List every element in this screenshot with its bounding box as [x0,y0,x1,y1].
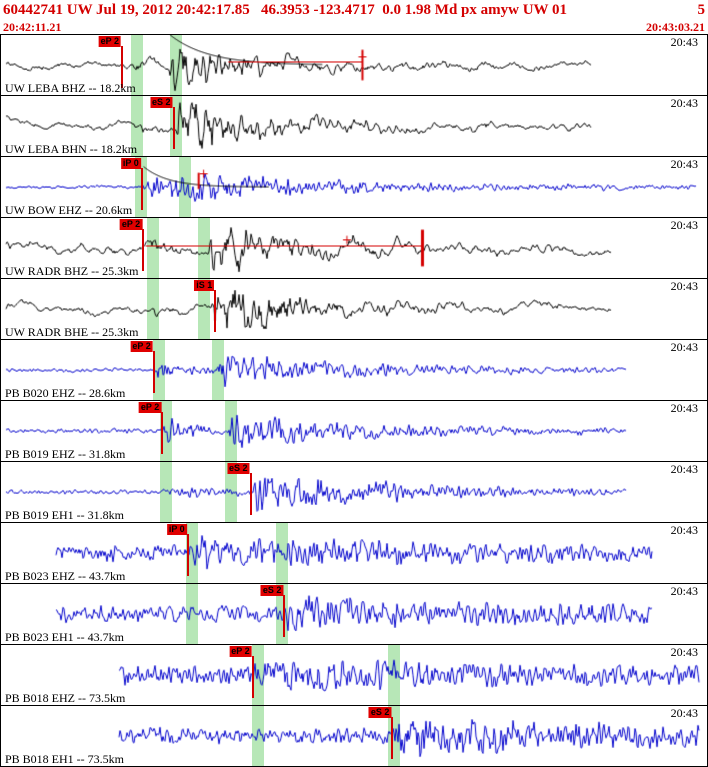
phase-pick-line[interactable] [249,473,252,515]
waveform-canvas [1,523,707,583]
phase-pick-flag[interactable]: eP 2 [229,646,252,657]
phase-pick-flag[interactable]: eS 2 [260,585,284,596]
trace-label: PB B018 EHZ -- 73.5km [5,691,126,705]
minute-label: 20:43 [670,96,698,110]
waveform-canvas [1,157,707,217]
phase-pick-flag[interactable]: eS 2 [368,707,392,718]
waveform-canvas [1,462,707,522]
trace-label: UW RADR BHE -- 25.3km [5,325,139,339]
phase-pick-flag[interactable]: iP 0 [120,158,141,169]
minute-label: 20:43 [670,706,698,720]
phase-pick-line[interactable] [214,290,217,332]
phase-pick-line[interactable] [251,656,254,698]
trace-row[interactable]: 20:43 PB B018 EH1 -- 73.5km eS 2 [1,706,707,766]
minute-label: 20:43 [670,523,698,537]
trace-row[interactable]: 20:43 PB B019 EHZ -- 31.8km eP 2 [1,401,707,462]
minute-label: 20:43 [670,584,698,598]
trace-row[interactable]: 20:43 PB B023 EHZ -- 43.7km iP 0 [1,523,707,584]
phase-pick-line[interactable] [140,168,143,210]
phase-pick-flag[interactable]: eS 2 [150,97,173,108]
minute-label: 20:43 [670,218,698,232]
phase-pick-line[interactable] [172,107,175,149]
trace-row[interactable]: 20:43 UW RADR BHE -- 25.3km iS 1 [1,279,707,340]
minute-label: 20:43 [670,279,698,293]
trace-row[interactable]: 20:43 PB B023 EH1 -- 43.7km eS 2 [1,584,707,645]
waveform-canvas [1,96,707,156]
phase-pick-flag[interactable]: iS 1 [194,280,215,291]
time-window-bar: 20:42:11.21 20:43:03.21 [0,21,708,34]
minute-label: 20:43 [670,157,698,171]
waveform-canvas [1,218,707,278]
phase-pick-line[interactable] [152,351,155,393]
phase-pick-line[interactable] [283,595,286,637]
waveform-canvas [1,340,707,400]
event-header: 60442741 UW Jul 19, 2012 20:42:17.85 46.… [0,0,708,21]
trace-label: PB B019 EH1 -- 31.8km [5,508,125,522]
trace-row[interactable]: 20:43 UW LEBA BHZ -- 18.2km eP 2 [1,35,707,96]
trace-label: UW BOW EHZ -- 20.6km [5,203,133,217]
phase-pick-line[interactable] [161,412,164,454]
minute-label: 20:43 [670,340,698,354]
minute-label: 20:43 [670,462,698,476]
phase-pick-flag[interactable]: eP 2 [119,219,143,230]
phase-pick-flag[interactable]: eP 2 [130,341,153,352]
phase-pick-flag[interactable]: eP 2 [138,402,162,413]
trace-label: UW LEBA BHN -- 18.2km [5,142,138,156]
phase-pick-line[interactable] [391,717,394,759]
window-end-time: 20:43:03.21 [646,20,705,34]
trace-row[interactable]: 20:43 UW BOW EHZ -- 20.6km iP 0 [1,157,707,218]
minute-label: 20:43 [670,645,698,659]
trace-label: PB B018 EH1 -- 73.5km [5,752,125,766]
phase-pick-flag[interactable]: iP 0 [166,524,187,535]
trace-row[interactable]: 20:43 PB B020 EHZ -- 28.6km eP 2 [1,340,707,401]
trace-list: 20:43 UW LEBA BHZ -- 18.2km eP 2 20:43 U… [0,34,708,767]
trace-row[interactable]: 20:43 UW LEBA BHN -- 18.2km eS 2 [1,96,707,157]
trace-label: PB B020 EHZ -- 28.6km [5,386,126,400]
trace-row[interactable]: 20:43 PB B018 EHZ -- 73.5km eP 2 [1,645,707,706]
station-count: 5 [697,2,706,18]
event-summary: 60442741 UW Jul 19, 2012 20:42:17.85 46.… [3,2,568,18]
phase-pick-flag[interactable]: eS 2 [226,463,250,474]
window-start-time: 20:42:11.21 [3,20,62,34]
minute-label: 20:43 [670,401,698,415]
waveform-canvas [1,706,707,766]
phase-pick-line[interactable] [142,229,145,271]
trace-row[interactable]: 20:43 PB B019 EH1 -- 31.8km eS 2 [1,462,707,523]
trace-label: UW LEBA BHZ -- 18.2km [5,81,136,95]
phase-pick-flag[interactable]: eP 2 [98,36,122,47]
waveform-canvas [1,401,707,461]
phase-pick-line[interactable] [186,534,189,576]
trace-row[interactable]: 20:43 UW RADR BHZ -- 25.3km eP 2 [1,218,707,279]
trace-label: UW RADR BHZ -- 25.3km [5,264,139,278]
phase-pick-line[interactable] [121,46,124,88]
trace-label: PB B019 EHZ -- 31.8km [5,447,126,461]
waveform-canvas [1,645,707,705]
waveform-canvas [1,279,707,339]
waveform-canvas [1,584,707,644]
trace-label: PB B023 EH1 -- 43.7km [5,630,125,644]
minute-label: 20:43 [670,35,698,49]
trace-label: PB B023 EHZ -- 43.7km [5,569,126,583]
